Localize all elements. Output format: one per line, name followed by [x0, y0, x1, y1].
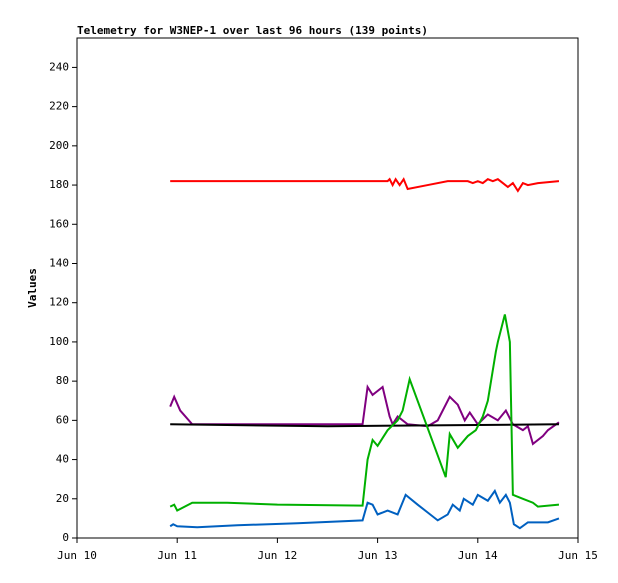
line-series — [169, 314, 560, 512]
chart-title: Telemetry for W3NEP-1 over last 96 hours… — [77, 24, 428, 37]
line-series — [169, 384, 560, 446]
y-tick-label: 100 — [49, 335, 69, 348]
y-tick-label: 200 — [49, 139, 69, 152]
y-tick-label: 140 — [49, 256, 69, 269]
y-tick-label: 60 — [56, 413, 69, 426]
y-tick-label: 0 — [62, 531, 69, 544]
x-tick-label: Jun 11 — [157, 549, 197, 562]
y-tick-label: 180 — [49, 178, 69, 191]
y-axis-label: Values — [26, 268, 39, 308]
y-tick-label: 220 — [49, 100, 69, 113]
x-tick-label: Jun 10 — [57, 549, 97, 562]
x-tick-label: Jun 13 — [358, 549, 398, 562]
line-series — [170, 423, 559, 428]
y-tick-label: 80 — [56, 374, 69, 387]
y-tick-label: 20 — [56, 492, 69, 505]
y-tick-label: 40 — [56, 453, 69, 466]
y-tick-label: 240 — [49, 60, 69, 73]
line-series — [169, 488, 560, 530]
y-tick-label: 160 — [49, 217, 69, 230]
x-tick-label: Jun 14 — [458, 549, 498, 562]
x-tick-label: Jun 12 — [258, 549, 298, 562]
x-tick-label: Jun 15 — [558, 549, 598, 562]
y-tick-label: 120 — [49, 296, 69, 309]
line-series — [170, 177, 560, 193]
plot-frame — [76, 37, 579, 539]
